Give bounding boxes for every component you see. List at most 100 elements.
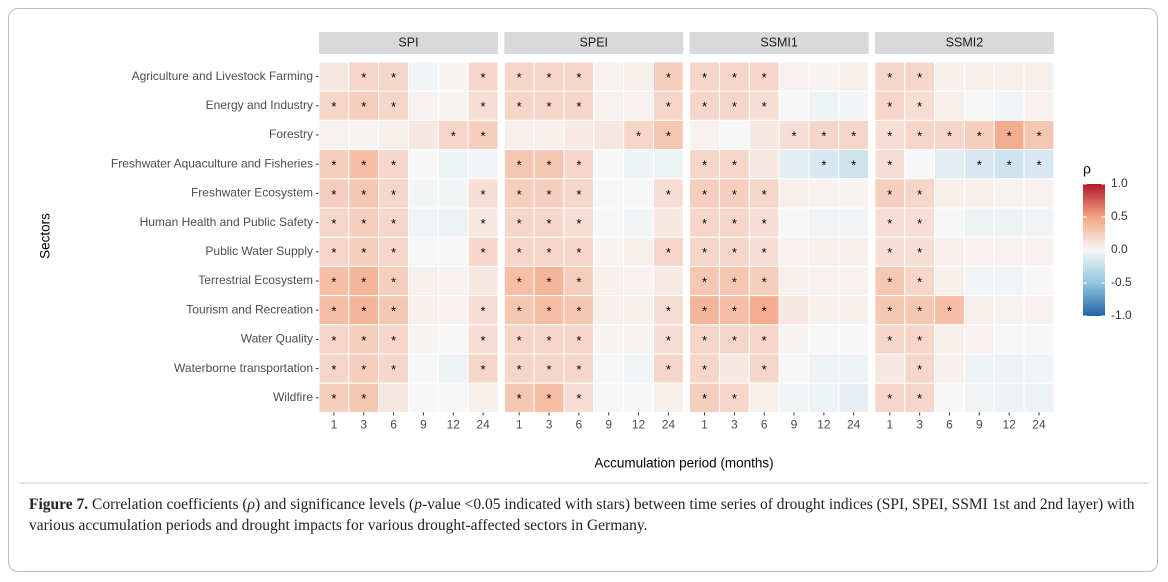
heat-cell xyxy=(748,382,780,413)
significance-star: * xyxy=(977,158,982,173)
significance-star: * xyxy=(1007,158,1012,173)
significance-star: * xyxy=(576,362,581,377)
significance-star: * xyxy=(821,158,826,173)
heat-cell xyxy=(748,61,780,92)
significance-star: * xyxy=(917,362,922,377)
heat-cell xyxy=(437,295,469,326)
significance-star: * xyxy=(481,128,486,143)
heat-cell xyxy=(437,90,469,121)
heat-cell xyxy=(378,178,409,209)
heat-cell xyxy=(563,149,595,180)
significance-star: * xyxy=(887,216,892,231)
heat-cell xyxy=(318,119,350,151)
significance-star: * xyxy=(666,362,671,377)
heat-cell xyxy=(778,119,810,151)
heat-cell xyxy=(778,61,810,92)
panel-strip xyxy=(874,32,1054,54)
heat-cell xyxy=(437,149,469,180)
heat-cell xyxy=(408,236,439,267)
y-tick-label: Public Water Supply xyxy=(205,244,313,258)
significance-star: * xyxy=(331,99,336,114)
significance-star: * xyxy=(791,128,796,143)
heat-cell xyxy=(689,236,720,267)
significance-star: * xyxy=(547,362,552,377)
y-tick-label: Freshwater Ecosystem xyxy=(191,186,313,200)
significance-star: * xyxy=(887,245,892,260)
heat-cell xyxy=(808,324,840,355)
x-tick-label: 1 xyxy=(331,418,338,432)
significance-star: * xyxy=(887,304,892,319)
significance-star: * xyxy=(1036,128,1041,143)
heat-cell xyxy=(718,353,750,384)
significance-star: * xyxy=(547,158,552,173)
heat-cell xyxy=(963,295,995,326)
significance-star: * xyxy=(481,362,486,377)
heat-cell xyxy=(718,149,750,180)
significance-star: * xyxy=(887,70,892,85)
heat-cell xyxy=(778,382,810,413)
significance-star: * xyxy=(666,70,671,85)
significance-star: * xyxy=(547,274,552,289)
y-axis-label: Sectors xyxy=(38,213,53,259)
heat-cell xyxy=(467,178,499,209)
significance-star: * xyxy=(517,333,522,348)
heat-cell xyxy=(718,207,750,238)
significance-star: * xyxy=(481,99,486,114)
heat-cell xyxy=(934,353,965,384)
significance-star: * xyxy=(1007,128,1012,143)
heat-cell xyxy=(838,324,870,355)
significance-star: * xyxy=(517,187,522,202)
heat-cell xyxy=(378,324,409,355)
significance-star: * xyxy=(517,245,522,260)
heat-cell xyxy=(593,382,625,413)
significance-star: * xyxy=(331,245,336,260)
significance-star: * xyxy=(361,99,366,114)
heat-cell xyxy=(993,207,1025,238)
y-tick-label: Freshwater Aquaculture and Fisheries xyxy=(111,156,313,170)
heat-cell xyxy=(874,119,906,151)
x-tick-label: 9 xyxy=(605,418,612,432)
y-tick-label: Waterborne transportation xyxy=(174,361,313,375)
heat-cell xyxy=(533,236,565,267)
heat-cell xyxy=(652,382,684,413)
heat-cell xyxy=(778,236,810,267)
heat-cell xyxy=(689,324,720,355)
significance-star: * xyxy=(547,391,552,406)
significance-star: * xyxy=(732,70,737,85)
heat-cell xyxy=(652,295,684,326)
significance-star: * xyxy=(481,245,486,260)
significance-star: * xyxy=(732,391,737,406)
heat-cell xyxy=(904,382,936,413)
heat-cell xyxy=(467,207,499,238)
colorbar xyxy=(1083,184,1105,316)
heat-cell xyxy=(963,353,995,384)
significance-star: * xyxy=(481,216,486,231)
heat-cell xyxy=(408,149,439,180)
significance-star: * xyxy=(917,274,922,289)
heat-cell xyxy=(348,178,380,209)
significance-star: * xyxy=(702,391,707,406)
heat-cell xyxy=(1023,236,1055,267)
significance-star: * xyxy=(391,158,396,173)
significance-star: * xyxy=(947,304,952,319)
significance-star: * xyxy=(762,333,767,348)
heat-cell xyxy=(533,149,565,180)
heat-cell xyxy=(993,265,1025,297)
heat-cell xyxy=(563,90,595,121)
heat-cell xyxy=(467,149,499,180)
heat-cell xyxy=(838,207,870,238)
heat-cell xyxy=(652,324,684,355)
panel-strip xyxy=(319,32,498,54)
heat-cell xyxy=(623,295,654,326)
significance-star: * xyxy=(517,158,522,173)
heat-cell xyxy=(593,265,625,297)
x-tick-label: 12 xyxy=(1002,418,1016,432)
significance-star: * xyxy=(702,304,707,319)
heat-cell xyxy=(533,178,565,209)
significance-star: * xyxy=(636,128,641,143)
significance-star: * xyxy=(917,304,922,319)
heat-cell xyxy=(593,61,625,92)
heat-cell xyxy=(1023,324,1055,355)
heat-cell xyxy=(563,178,595,209)
heat-cell xyxy=(808,295,840,326)
